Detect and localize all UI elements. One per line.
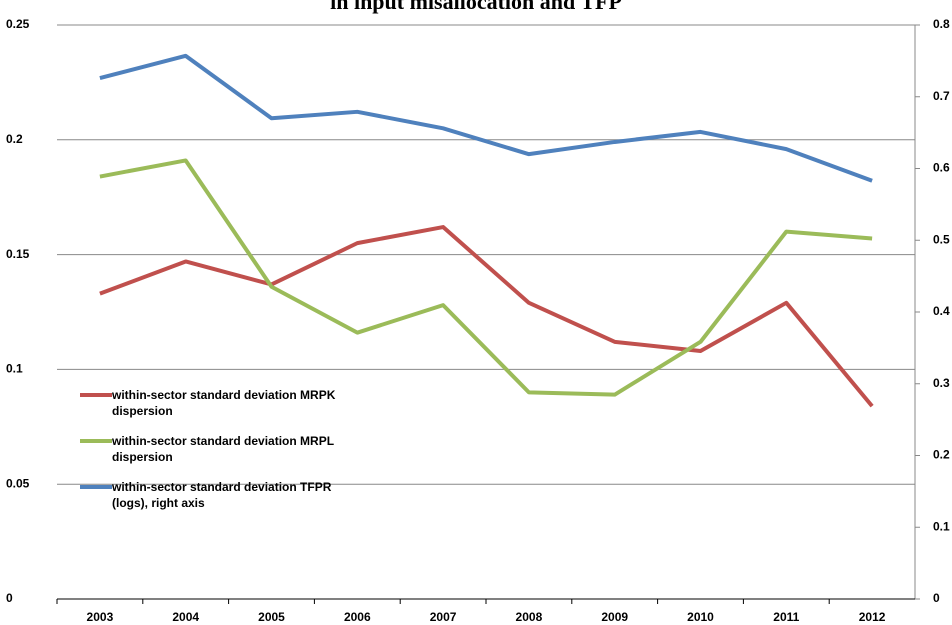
- y2-tick-label: 0.6: [933, 161, 950, 175]
- chart-title: in input misallocation and TFP: [330, 0, 622, 14]
- y-tick-label: 0.2: [6, 132, 23, 146]
- x-tick-label: 2008: [516, 610, 543, 624]
- y2-tick-label: 0.8: [933, 17, 950, 31]
- legend-label: within-sector standard deviation MRPK di…: [112, 388, 336, 418]
- series-line: [99, 158, 873, 397]
- y-tick-label: 0.1: [6, 362, 23, 376]
- y2-tick-label: 0.1: [933, 519, 950, 533]
- y2-tick-label: 0.2: [933, 448, 950, 462]
- x-tick-label: 2012: [859, 610, 886, 624]
- y2-tick-label: 0.4: [933, 304, 950, 318]
- y2-tick-label: 0: [933, 591, 940, 605]
- x-tick-label: 2011: [773, 610, 799, 624]
- series-line: [99, 225, 874, 408]
- y-tick-label: 0.05: [6, 476, 30, 490]
- x-tick-label: 2007: [430, 610, 457, 624]
- y2-tick-label: 0.5: [933, 232, 950, 246]
- y-tick-label: 0.25: [6, 17, 30, 31]
- x-tick-label: 2010: [687, 610, 714, 624]
- x-tick-label: 2006: [344, 610, 371, 624]
- y2-tick-label: 0.7: [933, 89, 950, 103]
- x-tick-label: 2004: [172, 610, 199, 624]
- y-tick-label: 0: [6, 591, 13, 605]
- y2-tick-label: 0.3: [933, 376, 950, 390]
- y-tick-label: 0.15: [6, 247, 30, 261]
- series-line: [99, 53, 873, 183]
- legend-label: within-sector standard deviation TFPR (l…: [112, 480, 332, 510]
- x-tick-label: 2003: [87, 610, 114, 624]
- x-tick-label: 2009: [601, 610, 628, 624]
- x-tick-label: 2005: [258, 610, 285, 624]
- legend-label: within-sector standard deviation MRPL di…: [112, 434, 334, 464]
